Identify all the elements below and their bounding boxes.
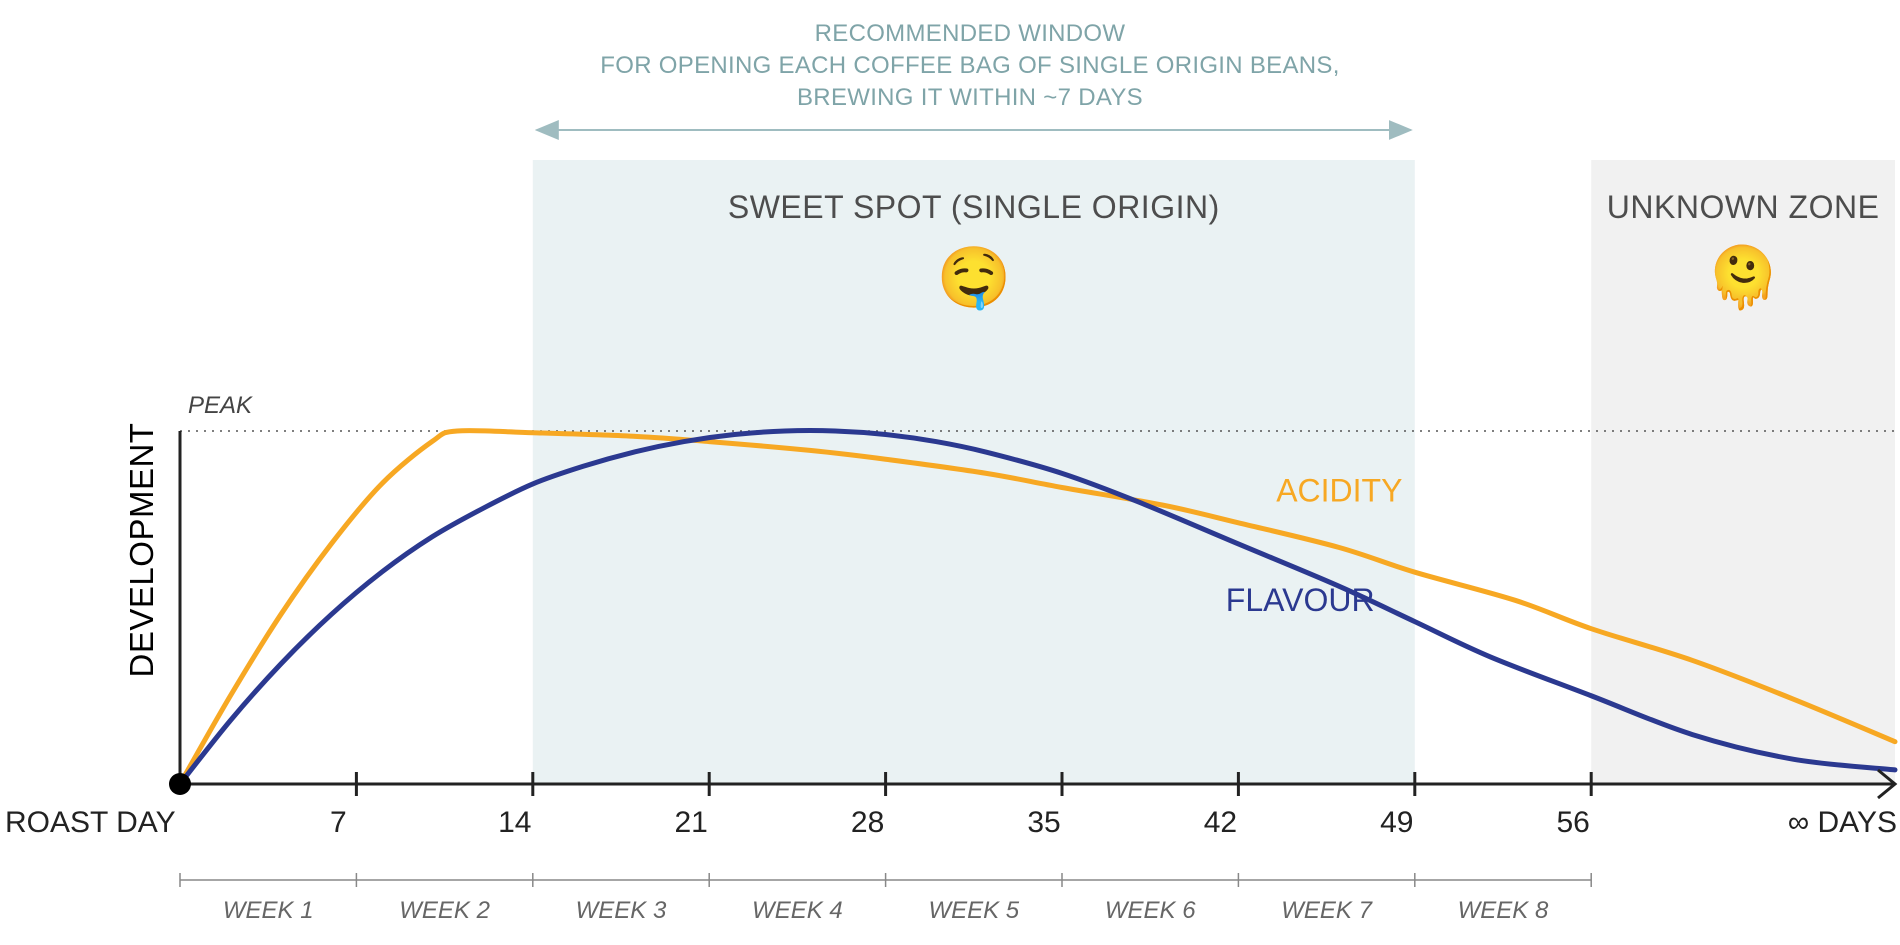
x-tick-label-49: 49 bbox=[1380, 806, 1413, 839]
week-label-2: WEEK 2 bbox=[399, 897, 490, 924]
y-axis-label: DEVELOPMENT bbox=[123, 423, 160, 678]
zone-emoji-1: 🤤 bbox=[936, 244, 1011, 312]
weeks-layer: WEEK 1 WEEK 2 WEEK 3 WEEK 4 WEEK 5 WEEK 6 WEEK… bbox=[179, 873, 1592, 924]
x-axis-arrowhead bbox=[1877, 768, 1898, 800]
x-tick-label-28: 28 bbox=[851, 806, 884, 839]
x-tick-label-56: 56 bbox=[1557, 806, 1590, 839]
recommended-window-header: RECOMMENDED WINDOW FOR OPENING EACH COFF… bbox=[534, 20, 1413, 140]
series-line-acidity bbox=[177, 428, 1898, 787]
zone-label-1: SWEET SPOT (SINGLE ORIGIN) bbox=[728, 189, 1220, 225]
series-label-acidity: ACIDITY bbox=[1276, 473, 1402, 509]
origin-dot bbox=[169, 773, 191, 795]
series-layer: ACIDITY FLAVOUR bbox=[177, 428, 1898, 787]
x-tick-label-35: 35 bbox=[1027, 806, 1060, 839]
series-label-flavour: FLAVOUR bbox=[1226, 582, 1375, 618]
zones-layer: SWEET SPOT (SINGLE ORIGIN) 🤤 UNKNOWN ZONE 🫠 bbox=[532, 160, 1895, 784]
week-label-8: WEEK 8 bbox=[1458, 897, 1549, 924]
week-label-7: WEEK 7 bbox=[1281, 897, 1373, 924]
x-axis-start-label: ROAST DAY bbox=[5, 806, 176, 839]
ticks-layer: 7 14 21 28 35 42 49 56 bbox=[330, 772, 1593, 839]
zone-emoji-2: 🫠 bbox=[1706, 238, 1781, 312]
peak-label: PEAK bbox=[188, 392, 253, 419]
header-line-3: BREWING IT WITHIN ~7 DAYS bbox=[797, 84, 1143, 111]
zone-label-2: UNKNOWN ZONE bbox=[1607, 189, 1880, 225]
x-axis-end-label: ∞ DAYS bbox=[1788, 806, 1897, 839]
x-tick-label-7: 7 bbox=[330, 806, 347, 839]
x-tick-label-21: 21 bbox=[675, 806, 708, 839]
x-tick-label-14: 14 bbox=[498, 806, 531, 839]
week-label-5: WEEK 5 bbox=[928, 897, 1019, 924]
x-tick-label-42: 42 bbox=[1204, 806, 1237, 839]
header-line-2: FOR OPENING EACH COFFEE BAG OF SINGLE OR… bbox=[600, 52, 1339, 79]
series-line-flavour bbox=[177, 428, 1898, 787]
week-label-6: WEEK 6 bbox=[1105, 897, 1196, 924]
header-line-1: RECOMMENDED WINDOW bbox=[815, 20, 1126, 47]
week-label-3: WEEK 3 bbox=[576, 897, 667, 924]
week-label-4: WEEK 4 bbox=[752, 897, 843, 924]
week-label-1: WEEK 1 bbox=[223, 897, 314, 924]
